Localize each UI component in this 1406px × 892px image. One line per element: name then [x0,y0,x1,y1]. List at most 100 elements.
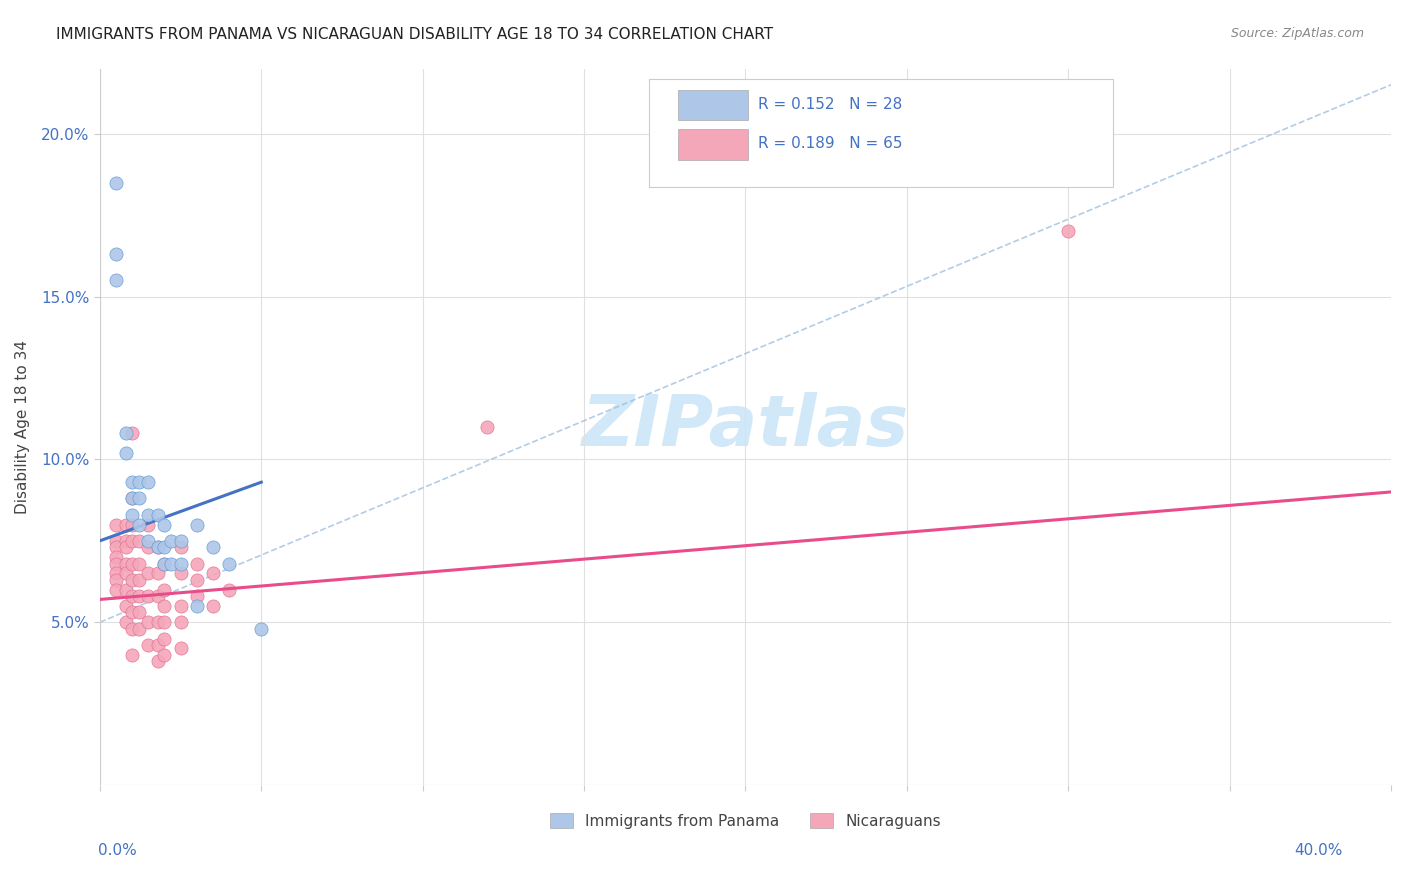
Point [121,622,143,636]
Point [169,541,191,555]
Point [114,566,136,581]
Point [186,599,208,613]
Point [477,419,499,434]
Point [128,622,150,636]
Point [114,557,136,571]
Point [128,606,150,620]
Point [121,648,143,662]
Point [146,638,169,652]
Point [121,557,143,571]
Point [114,599,136,613]
Point [169,566,191,581]
Legend: Immigrants from Panama, Nicaraguans: Immigrants from Panama, Nicaraguans [544,806,946,835]
Point [153,517,176,532]
Point [186,573,208,587]
Point [114,446,136,460]
Point [136,566,159,581]
Point [146,508,169,522]
Point [136,517,159,532]
Point [105,582,128,597]
Point [169,533,191,548]
Point [121,573,143,587]
FancyBboxPatch shape [648,79,1114,186]
Point [146,654,169,668]
Point [136,615,159,630]
Point [160,533,183,548]
Point [136,508,159,522]
Point [146,541,169,555]
FancyBboxPatch shape [678,90,748,120]
Point [201,541,224,555]
Point [160,557,183,571]
Point [121,491,143,506]
Point [121,491,143,506]
Point [169,615,191,630]
Point [105,550,128,565]
Text: R = 0.152   N = 28: R = 0.152 N = 28 [758,97,903,112]
Point [105,573,128,587]
Point [1057,224,1080,238]
Point [153,582,176,597]
Point [146,615,169,630]
Point [153,615,176,630]
Point [121,475,143,490]
Point [105,273,128,287]
Point [128,491,150,506]
Point [218,582,240,597]
Text: R = 0.189   N = 65: R = 0.189 N = 65 [758,136,903,152]
Point [169,641,191,656]
Point [218,557,240,571]
Point [153,632,176,646]
Point [105,541,128,555]
Point [114,541,136,555]
Point [114,582,136,597]
Point [114,426,136,441]
Point [114,615,136,630]
Point [105,533,128,548]
Point [128,533,150,548]
Point [136,589,159,603]
Point [121,589,143,603]
Point [169,599,191,613]
Text: IMMIGRANTS FROM PANAMA VS NICARAGUAN DISABILITY AGE 18 TO 34 CORRELATION CHART: IMMIGRANTS FROM PANAMA VS NICARAGUAN DIS… [56,27,773,42]
Point [128,589,150,603]
Point [128,517,150,532]
Point [201,566,224,581]
Point [250,622,273,636]
Point [186,517,208,532]
Point [146,589,169,603]
Point [153,541,176,555]
FancyBboxPatch shape [678,129,748,160]
Point [186,589,208,603]
Point [146,566,169,581]
Point [121,508,143,522]
Point [201,599,224,613]
Point [136,475,159,490]
Text: 40.0%: 40.0% [1295,843,1343,858]
Point [105,566,128,581]
Point [121,426,143,441]
Text: Source: ZipAtlas.com: Source: ZipAtlas.com [1230,27,1364,40]
Point [128,573,150,587]
Point [169,557,191,571]
Point [121,517,143,532]
Point [121,533,143,548]
Point [153,648,176,662]
Point [153,557,176,571]
Point [105,247,128,261]
Point [153,557,176,571]
Y-axis label: Disability Age 18 to 34: Disability Age 18 to 34 [15,340,30,514]
Point [128,475,150,490]
Point [114,533,136,548]
Point [136,638,159,652]
Text: 0.0%: 0.0% [98,843,138,858]
Point [186,557,208,571]
Point [121,606,143,620]
Point [128,557,150,571]
Point [114,517,136,532]
Point [153,599,176,613]
Point [105,176,128,190]
Point [146,541,169,555]
Point [105,557,128,571]
Point [136,541,159,555]
